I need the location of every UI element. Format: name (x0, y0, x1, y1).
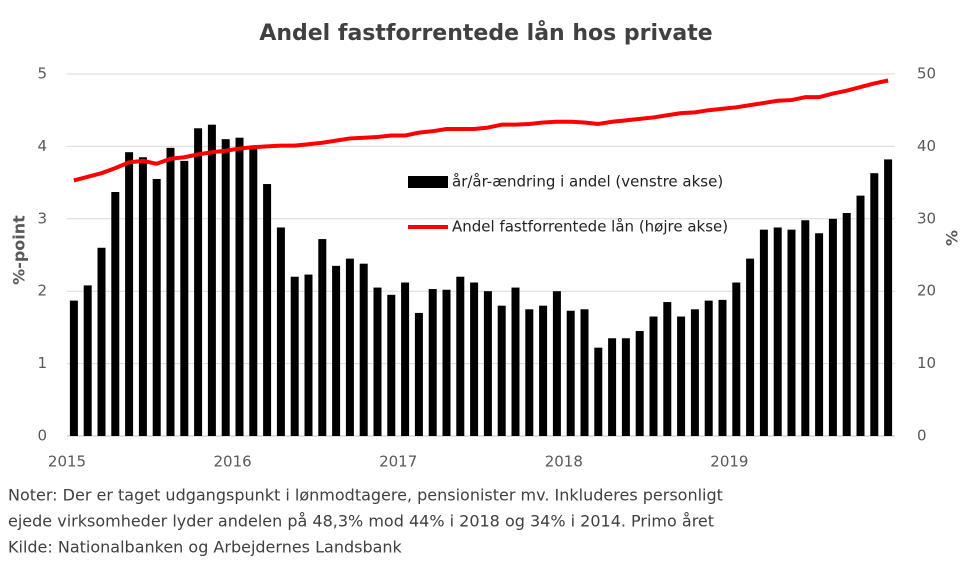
chart-title: Andel fastforrentede lån hos private (259, 20, 712, 46)
bar (428, 289, 437, 436)
y-tick-label: 3 (37, 209, 47, 227)
bar (276, 227, 285, 436)
bar (345, 258, 354, 436)
y2-tick-label: 40 (917, 137, 936, 155)
bar (166, 147, 175, 436)
bar (138, 157, 147, 436)
bar (359, 263, 368, 436)
bar (442, 289, 451, 436)
bar (456, 276, 465, 436)
y2-tick-label: 10 (917, 354, 936, 372)
bar (635, 331, 644, 436)
bar (746, 258, 755, 436)
bar (373, 287, 382, 436)
y2-tick-label: 20 (917, 282, 936, 300)
bar (539, 305, 548, 436)
bar (608, 338, 617, 436)
bar (483, 291, 492, 436)
bar (815, 233, 824, 436)
bar (249, 146, 258, 436)
bar (566, 310, 575, 436)
bar (387, 294, 396, 436)
y-tick-label: 0 (37, 427, 47, 445)
bar (83, 285, 92, 436)
bar (690, 309, 699, 436)
bar (718, 299, 727, 436)
note: ejede virksomheder lyder andelen på 48,3… (8, 512, 714, 531)
bar (621, 338, 630, 436)
bar (594, 347, 603, 436)
bar (290, 276, 299, 436)
bar (263, 184, 272, 436)
y2-tick-label: 50 (917, 65, 936, 83)
bar (704, 300, 713, 436)
bar (828, 218, 837, 436)
bar (125, 152, 134, 436)
bar (759, 229, 768, 436)
bar (304, 274, 313, 436)
y2-axis-label: % (943, 230, 962, 246)
bar (842, 213, 851, 436)
bar (470, 282, 479, 436)
bar (318, 239, 327, 436)
bar (552, 291, 561, 436)
x-tick-label: 2019 (710, 453, 748, 471)
bar (870, 173, 879, 437)
note: Noter: Der er taget udgangspunkt i lønmo… (8, 486, 723, 505)
bar (580, 309, 589, 436)
x-tick-label: 2017 (379, 453, 417, 471)
legend-swatch (408, 176, 448, 188)
bar (414, 312, 423, 436)
bar (525, 309, 534, 436)
line (73, 78, 889, 183)
legend-label: Andel fastforrentede lån (højre akse) (452, 218, 728, 236)
bar (787, 229, 796, 436)
bar (207, 124, 216, 437)
y2-tick-label: 0 (917, 427, 927, 445)
bar (332, 265, 341, 436)
note: Kilde: Nationalbanken og Arbejdernes Lan… (8, 538, 403, 557)
bar (401, 282, 410, 436)
bar (677, 316, 686, 436)
bar (856, 195, 865, 436)
y-axis-label: %-point (10, 215, 29, 285)
legend-label: år/år-ændring i andel (venstre akse) (452, 173, 723, 191)
y-tick-label: 5 (37, 65, 47, 83)
bar (152, 178, 161, 437)
bar (732, 282, 741, 436)
bar (69, 300, 78, 436)
bar (649, 316, 658, 436)
bar (801, 220, 810, 436)
bar (111, 192, 120, 436)
bar (497, 305, 506, 436)
x-tick-label: 2015 (48, 453, 86, 471)
bar (511, 287, 520, 436)
y2-tick-label: 30 (917, 209, 936, 227)
bar (97, 247, 106, 436)
bar (235, 137, 244, 436)
bar (663, 302, 672, 436)
bar (180, 160, 189, 436)
x-tick-label: 2018 (545, 453, 583, 471)
bar (221, 139, 230, 436)
y-tick-label: 2 (37, 282, 47, 300)
bar (773, 227, 782, 436)
x-tick-label: 2016 (214, 453, 252, 471)
bar (194, 128, 203, 437)
bar (884, 159, 893, 436)
y-tick-label: 1 (37, 354, 47, 372)
y-tick-label: 4 (37, 137, 47, 155)
